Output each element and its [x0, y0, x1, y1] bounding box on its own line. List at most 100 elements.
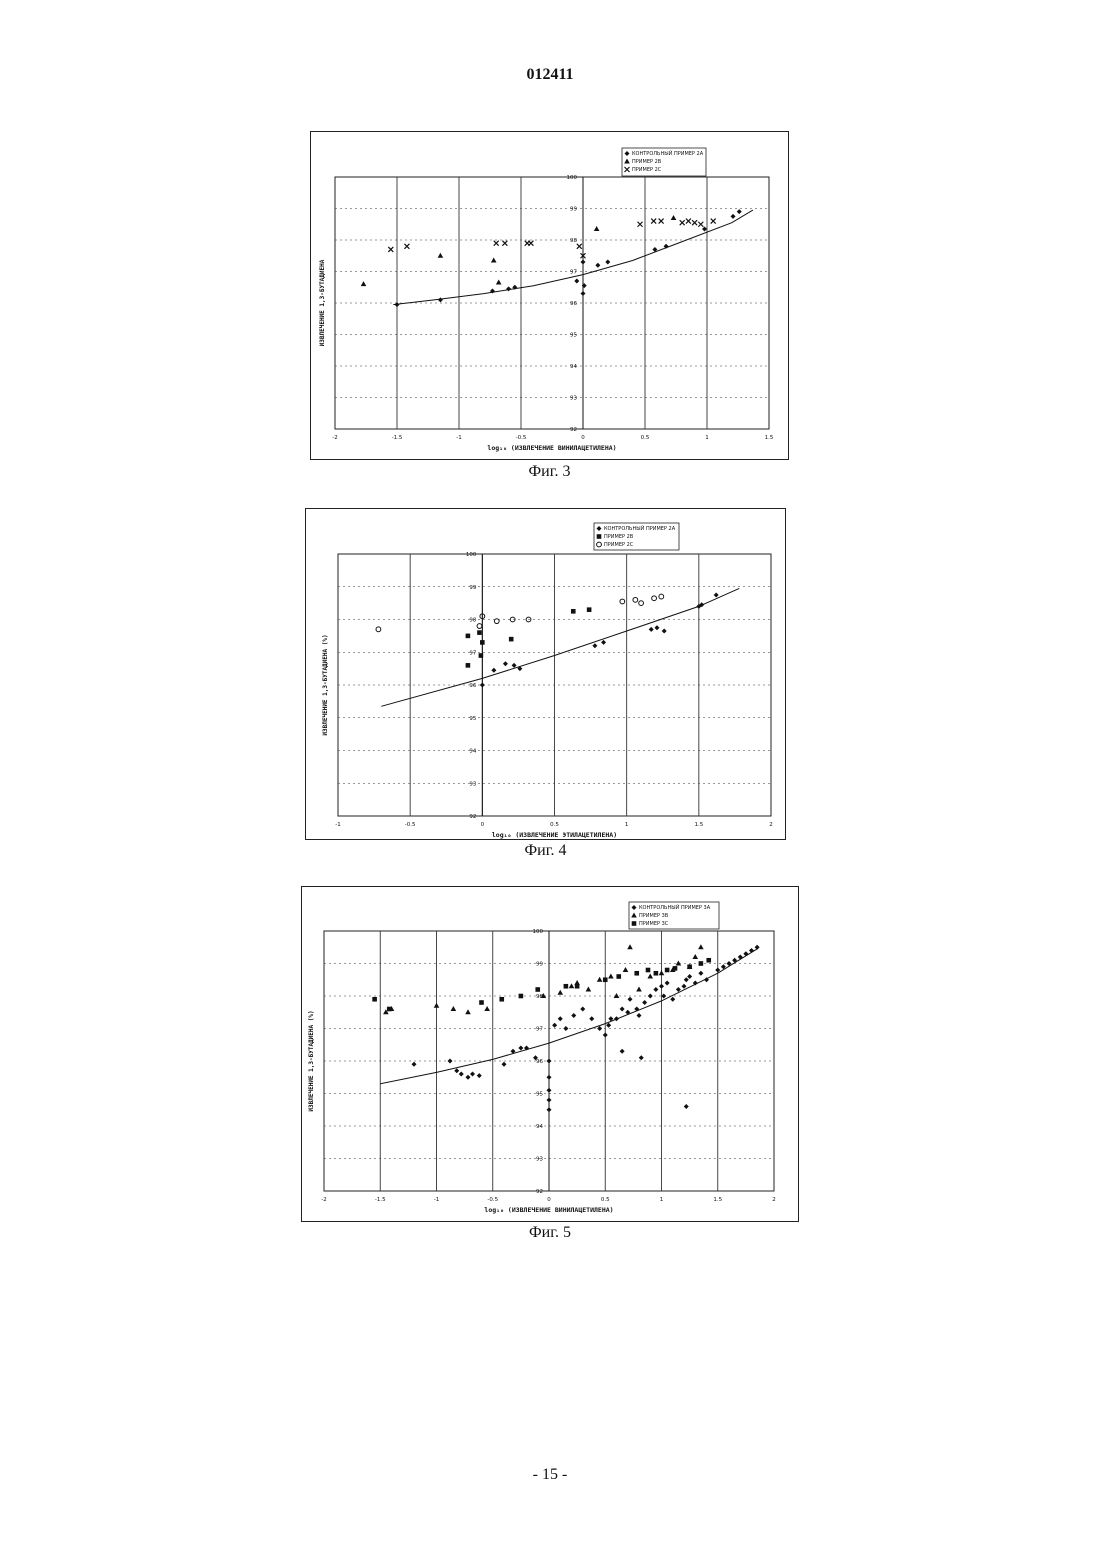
data-point	[659, 984, 664, 989]
data-point	[731, 214, 736, 219]
data-point	[454, 1068, 459, 1073]
data-point	[512, 663, 517, 668]
y-tick-label: 95	[570, 333, 577, 339]
legend-entry: ПРИМЕР 3В	[639, 913, 669, 919]
data-point	[388, 247, 393, 252]
data-point	[627, 944, 633, 949]
data-point	[597, 1026, 602, 1031]
page-number: - 15 -	[0, 1466, 1100, 1484]
y-tick-label: 93	[570, 396, 577, 402]
data-point	[687, 974, 692, 979]
data-point	[661, 994, 666, 999]
figure-5-chart: -2-1.5-1-0.500.511.529293949596979899100…	[301, 886, 799, 1222]
data-point	[637, 1013, 642, 1018]
x-tick-label: 1.5	[713, 1197, 722, 1203]
data-point	[633, 597, 638, 602]
data-point	[605, 260, 610, 265]
data-point	[571, 609, 576, 614]
data-point	[361, 281, 367, 286]
data-point	[581, 260, 586, 265]
data-point	[448, 1059, 453, 1064]
data-point	[676, 961, 682, 966]
data-point	[503, 661, 508, 666]
x-tick-label: 1	[660, 1197, 664, 1203]
data-point	[616, 974, 621, 979]
y-tick-label: 92	[536, 1189, 543, 1195]
y-tick-label: 94	[469, 749, 476, 755]
x-tick-label: 1	[625, 822, 629, 828]
x-tick-label: -1	[434, 1197, 439, 1203]
data-point	[491, 668, 496, 673]
legend-entry: ПРИМЕР 3С	[639, 921, 669, 927]
y-tick-label: 95	[469, 716, 476, 722]
x-axis-label: log₁₀ (ИЗВЛЕЧЕНИЕ ВИНИЛАЦЕТИЛЕНА)	[484, 1206, 613, 1214]
legend-entry: КОНТРОЛЬНЫЙ ПРИМЕР 3А	[639, 904, 711, 911]
data-point	[558, 1016, 563, 1021]
data-point	[620, 1007, 625, 1012]
data-point	[634, 971, 639, 976]
data-point	[509, 637, 514, 642]
chart-frame	[306, 509, 786, 840]
data-point	[376, 627, 381, 632]
data-point	[547, 1088, 552, 1093]
data-point	[737, 209, 742, 214]
data-point	[714, 592, 719, 597]
data-point	[586, 987, 592, 992]
data-point	[603, 977, 608, 982]
data-point	[557, 990, 563, 995]
data-point	[652, 596, 657, 601]
data-point	[673, 966, 678, 971]
data-point	[743, 951, 748, 956]
data-point	[662, 628, 667, 633]
data-point	[519, 994, 524, 999]
data-point	[496, 280, 502, 285]
data-point	[594, 226, 600, 231]
chart-frame	[311, 132, 789, 460]
data-point	[580, 1007, 585, 1012]
data-point	[692, 954, 698, 959]
x-tick-label: -0.5	[487, 1197, 498, 1203]
data-point	[494, 241, 499, 246]
data-point	[601, 640, 606, 645]
data-point	[651, 219, 656, 224]
y-tick-label: 97	[536, 1027, 543, 1033]
data-point	[563, 1026, 568, 1031]
data-point	[372, 997, 377, 1002]
x-tick-label: -1	[335, 822, 340, 828]
y-tick-label: 99	[469, 585, 476, 591]
x-tick-label: 0.5	[601, 1197, 610, 1203]
data-point	[684, 977, 689, 982]
data-point	[699, 961, 704, 966]
data-point	[547, 1075, 552, 1080]
data-point	[438, 297, 443, 302]
x-axis-label: log₁₀ (ИЗВЛЕЧЕНИЕ ЭТИЛАЦЕТИЛЕНА)	[492, 831, 617, 839]
y-tick-label: 100	[567, 175, 578, 181]
data-point	[595, 263, 600, 268]
data-point	[502, 1062, 507, 1067]
data-point	[484, 1006, 490, 1011]
y-tick-label: 93	[536, 1157, 543, 1163]
y-tick-label: 100	[533, 929, 544, 935]
data-point	[659, 219, 664, 224]
data-point	[412, 1062, 417, 1067]
x-tick-label: -0.5	[516, 435, 527, 441]
y-axis-label: ИЗВЛЕЧЕНИЕ 1,3-БУТАДИЕНА (%)	[308, 1010, 315, 1111]
data-point	[581, 291, 586, 296]
y-tick-label: 97	[570, 270, 577, 276]
x-axis-label: log₁₀ (ИЗВЛЕЧЕНИЕ ВИНИЛАЦЕТИЛЕНА)	[487, 444, 616, 452]
x-tick-label: 1.5	[694, 822, 703, 828]
x-tick-label: -0.5	[405, 822, 416, 828]
data-point	[654, 971, 659, 976]
data-point	[653, 987, 658, 992]
legend-marker	[632, 921, 637, 926]
legend-entry: КОНТРОЛЬНЫЙ ПРИМЕР 2А	[604, 525, 676, 532]
data-point	[466, 1075, 471, 1080]
x-tick-label: -2	[332, 435, 337, 441]
data-point	[477, 1073, 482, 1078]
figure-4-caption: Фиг. 4	[305, 842, 786, 860]
series-circle	[376, 594, 664, 632]
data-point	[438, 253, 444, 258]
x-tick-label: -1	[456, 435, 461, 441]
figure-5: -2-1.5-1-0.500.511.529293949596979899100…	[301, 886, 799, 1222]
data-point	[706, 958, 711, 963]
